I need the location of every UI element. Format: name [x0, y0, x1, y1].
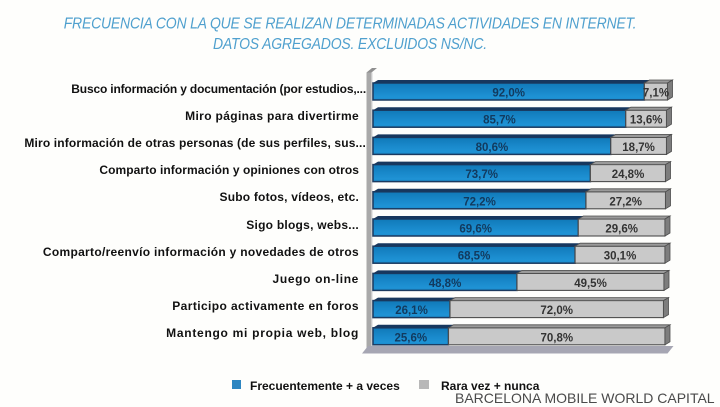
svg-text:73,7%: 73,7%: [465, 169, 498, 181]
svg-text:72,0%: 72,0%: [540, 305, 573, 317]
svg-text:30,1%: 30,1%: [604, 251, 637, 263]
svg-text:49,5%: 49,5%: [574, 278, 607, 290]
svg-text:29,6%: 29,6%: [605, 224, 638, 236]
svg-text:25,6%: 25,6%: [394, 332, 427, 344]
svg-text:92,0%: 92,0%: [492, 88, 525, 100]
svg-text:80,6%: 80,6%: [476, 142, 509, 154]
svg-text:68,5%: 68,5%: [458, 251, 491, 263]
svg-text:7,1%: 7,1%: [643, 88, 669, 100]
svg-text:85,7%: 85,7%: [483, 115, 516, 127]
svg-text:24,8%: 24,8%: [612, 169, 645, 181]
svg-text:69,6%: 69,6%: [459, 224, 492, 236]
svg-text:18,7%: 18,7%: [622, 142, 655, 154]
svg-text:27,2%: 27,2%: [609, 196, 642, 208]
svg-text:72,2%: 72,2%: [463, 196, 496, 208]
svg-text:48,8%: 48,8%: [429, 278, 462, 290]
svg-text:26,1%: 26,1%: [395, 305, 428, 317]
svg-text:13,6%: 13,6%: [630, 115, 663, 127]
svg-text:70,8%: 70,8%: [540, 332, 573, 344]
